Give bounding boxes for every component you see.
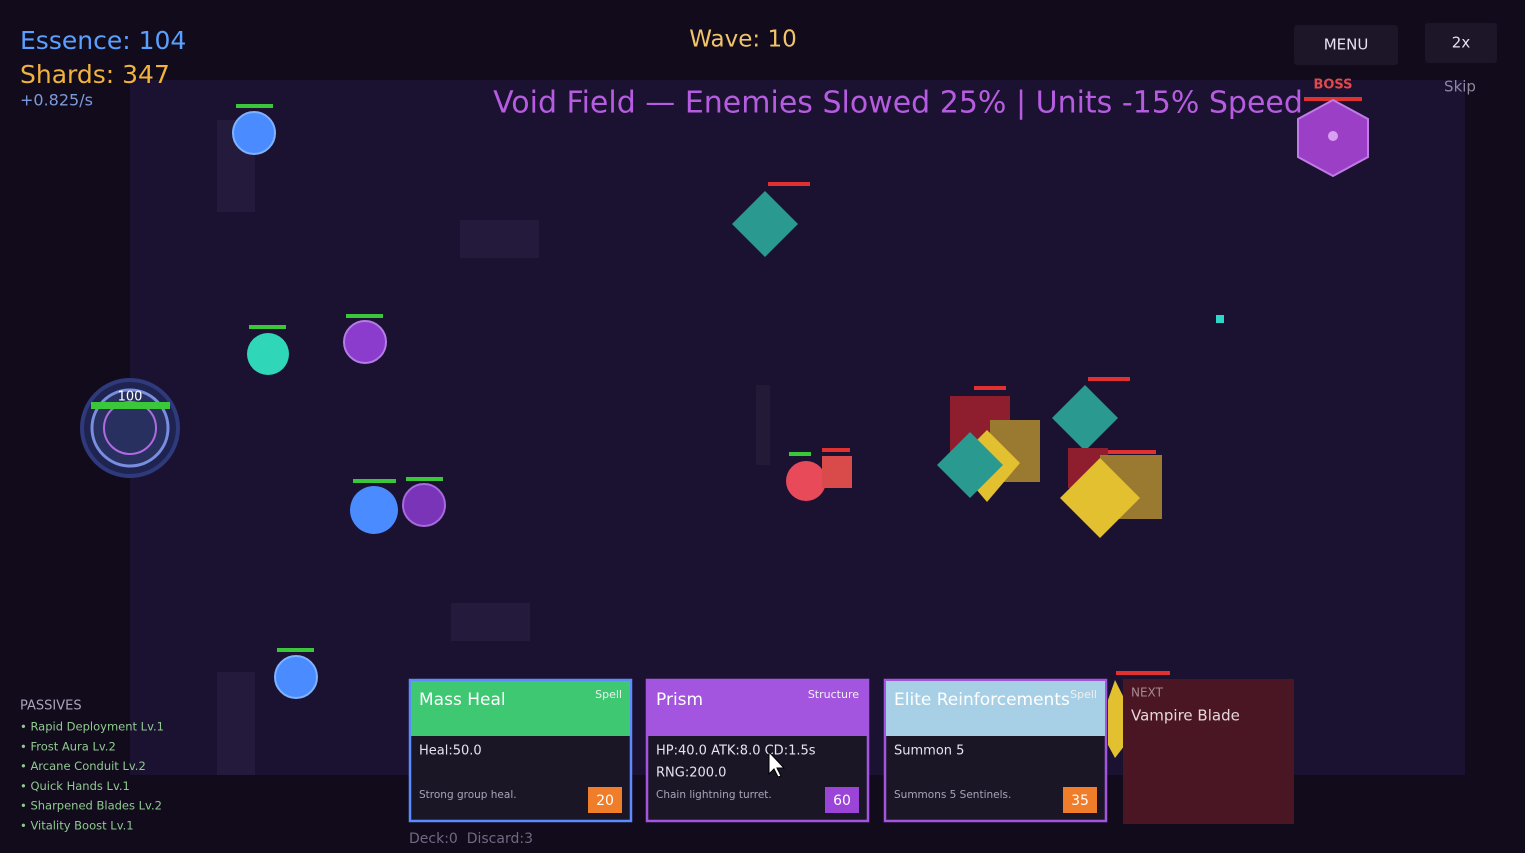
obstacle — [460, 220, 539, 258]
next-label: NEXT — [1131, 686, 1164, 700]
obstacle — [451, 603, 530, 641]
unit-hp — [249, 325, 286, 329]
unit — [350, 486, 398, 534]
card-name[interactable]: Prism — [656, 690, 703, 710]
field-banner: Void Field — Enemies Slowed 25% | Units … — [493, 86, 1303, 121]
cursor — [768, 750, 786, 778]
menu-label[interactable]: MENU — [1324, 36, 1369, 54]
card-cost-badge[interactable] — [825, 787, 859, 813]
card-name[interactable]: Mass Heal — [419, 690, 506, 710]
passive-item: • Vitality Boost Lv.1 — [20, 819, 134, 833]
passive-item: • Rapid Deployment Lv.1 — [20, 720, 164, 734]
card-cost[interactable]: 35 — [1071, 793, 1089, 809]
unit — [786, 461, 826, 501]
card-kind[interactable]: Spell — [1070, 688, 1097, 701]
card-cost[interactable]: 20 — [596, 793, 614, 809]
enemy-hp — [822, 448, 850, 452]
card[interactable]: Elite Reinforcements Spell Summon 5 Summons… — [883, 678, 1108, 823]
unit-hp — [236, 104, 273, 108]
card-header[interactable] — [411, 681, 630, 736]
hand: Mass Heal Spell Heal:50.0 Strong group heal… — [408, 678, 1108, 823]
unit — [232, 111, 276, 155]
card-desc[interactable]: Chain lightning turret. — [656, 789, 772, 801]
projectile — [1216, 315, 1224, 323]
deck-count: Deck:0 Discard:3 — [409, 831, 533, 847]
unit-hp — [346, 314, 383, 318]
card-desc[interactable]: Summons 5 Sentinels. — [894, 789, 1011, 801]
obstacle — [756, 385, 770, 465]
enemy-hp — [1116, 671, 1170, 675]
essence: Essence: 104 — [20, 26, 186, 55]
card-desc[interactable]: Strong group heal. — [419, 789, 517, 801]
card-kind[interactable]: Structure — [808, 688, 859, 701]
boss-label: BOSS — [1313, 78, 1352, 93]
unit-hp — [789, 452, 811, 456]
enemy — [732, 191, 798, 257]
card[interactable]: Mass Heal Spell Heal:50.0 Strong group heal… — [408, 678, 633, 823]
passive-item: • Sharpened Blades Lv.2 — [20, 799, 162, 813]
unit-hp — [277, 648, 314, 652]
enemy — [1052, 385, 1118, 451]
card-cost-badge[interactable] — [588, 787, 622, 813]
enemy-hp — [768, 182, 810, 186]
card-name[interactable]: Elite Reinforcements — [894, 690, 1070, 710]
next-name: Vampire Blade — [1131, 707, 1240, 725]
enemy — [1060, 458, 1140, 538]
speed-label[interactable]: 2x — [1452, 34, 1471, 52]
base-hp: 100 — [118, 390, 143, 405]
next-card — [1123, 679, 1294, 824]
skip-button[interactable]: Skip — [1444, 78, 1476, 96]
unit — [343, 320, 387, 364]
passives-title: PASSIVES — [20, 699, 82, 714]
wave: Wave: 10 — [689, 27, 796, 53]
unit — [247, 333, 289, 375]
enemy-hp — [1100, 450, 1156, 454]
enemy-hp — [974, 386, 1006, 390]
passive-item: • Frost Aura Lv.2 — [20, 739, 116, 753]
boss-core — [1328, 131, 1338, 141]
base-hp-bar — [91, 402, 170, 409]
card-stat[interactable]: HP:40.0 ATK:8.0 CD:1.5s — [656, 744, 816, 759]
shards: Shards: 347 — [20, 60, 170, 89]
enemy — [1108, 680, 1125, 758]
card-stat[interactable]: Summon 5 — [894, 744, 964, 759]
card-header[interactable] — [648, 681, 867, 736]
unit-hp — [353, 479, 396, 483]
passive-item: • Arcane Conduit Lv.2 — [20, 759, 146, 773]
unit — [402, 483, 446, 527]
essence-rate: +0.825/s — [20, 91, 93, 110]
card-cost-badge[interactable] — [1063, 787, 1097, 813]
enemy — [822, 456, 852, 488]
passives-list: • Rapid Deployment Lv.1 • Frost Aura Lv.2… — [20, 720, 164, 833]
enemy-hp — [1088, 377, 1130, 381]
menu-button[interactable] — [1294, 25, 1398, 65]
card-cost[interactable]: 60 — [833, 793, 851, 809]
card-stat[interactable]: RNG:200.0 — [656, 766, 726, 781]
card-header[interactable] — [886, 681, 1105, 736]
unit-hp — [406, 477, 443, 481]
lane-block — [217, 672, 255, 775]
enemy — [937, 432, 1003, 498]
unit — [274, 655, 318, 699]
playfield — [130, 80, 1465, 775]
speed-button[interactable] — [1425, 23, 1497, 63]
card[interactable]: Prism Structure HP:40.0 ATK:8.0 CD:1.5s RNG… — [645, 678, 870, 823]
card-stat[interactable]: Heal:50.0 — [419, 744, 482, 759]
passive-item: • Quick Hands Lv.1 — [20, 779, 130, 793]
card-kind[interactable]: Spell — [595, 688, 622, 701]
